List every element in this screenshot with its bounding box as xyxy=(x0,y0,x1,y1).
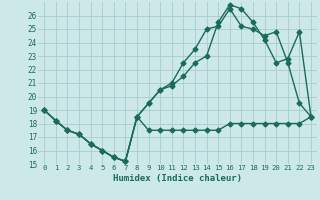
X-axis label: Humidex (Indice chaleur): Humidex (Indice chaleur) xyxy=(113,174,242,183)
